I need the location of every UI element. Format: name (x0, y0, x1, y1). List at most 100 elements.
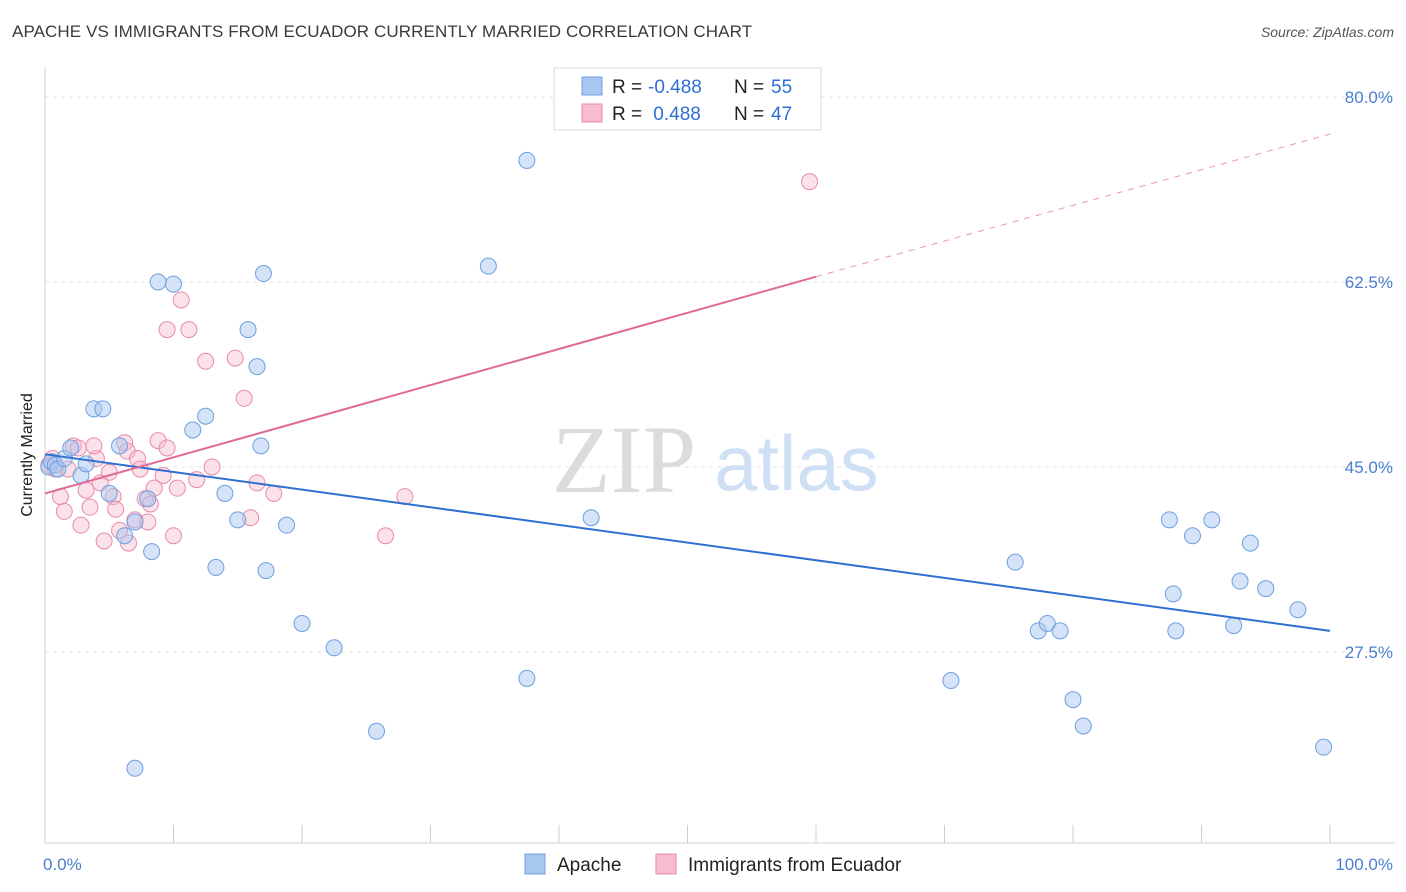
ecuador-point-40 (226, 349, 244, 367)
apache-point-30 (325, 639, 343, 657)
apache-point-13 (126, 513, 144, 531)
apache-point-22 (229, 511, 247, 529)
apache-point-21 (216, 484, 234, 502)
ecuador-point-33 (168, 479, 186, 497)
apache-point-33 (518, 151, 536, 169)
apache-point-31 (368, 722, 386, 740)
legend-n-label-apache: N = (734, 77, 764, 98)
apache-point-49 (1231, 572, 1249, 590)
apache-point-34 (518, 669, 536, 687)
apache-point-20 (207, 558, 225, 576)
apache-point-14 (139, 490, 157, 508)
source-label: Source: ZipAtlas.com (1260, 24, 1394, 40)
legend-r-label-apache: R = (612, 77, 642, 98)
bottom-legend-swatch-ecuador (655, 853, 677, 875)
legend-swatch-apache (581, 76, 603, 96)
apache-point-35 (582, 509, 600, 527)
apache-point-19 (197, 407, 215, 425)
ecuador-point-44 (265, 484, 283, 502)
apache-point-46 (1184, 527, 1202, 545)
chart-title: APACHE VS IMMIGRANTS FROM ECUADOR CURREN… (12, 22, 753, 41)
apache-point-32 (479, 257, 497, 275)
x-tick-label-0: 0.0% (43, 855, 82, 874)
apache-point-9 (94, 400, 112, 418)
apache-point-52 (1289, 601, 1307, 619)
ecuador-point-8 (72, 516, 90, 534)
watermark-atlas: atlas (714, 419, 879, 507)
ecuador-trendline (44, 275, 817, 495)
y-tick-label-0: 27.5% (1345, 643, 1393, 662)
ecuador-point-31 (158, 439, 176, 457)
bottom-legend-ecuador: Immigrants from Ecuador (688, 855, 902, 876)
apache-point-37 (1006, 553, 1024, 571)
legend-r-label-ecuador: R = (612, 104, 642, 125)
legend-n-label-ecuador: N = (734, 104, 764, 125)
ecuador-point-32 (165, 527, 182, 545)
apache-points (40, 151, 1333, 777)
apache-point-42 (1074, 717, 1092, 735)
apache-point-28 (278, 516, 296, 534)
ecuador-point-9 (77, 481, 95, 499)
legend-r-value-apache: -0.488 (648, 77, 702, 98)
apache-point-53 (1315, 738, 1333, 756)
legend-box: R = -0.488 N = 55 R = 0.488 N = 47 (553, 67, 822, 131)
apache-point-18 (184, 421, 202, 439)
apache-point-47 (1203, 511, 1221, 529)
apache-point-43 (1160, 511, 1178, 529)
apache-point-36 (942, 672, 960, 690)
bottom-legend: Apache Immigrants from Ecuador (524, 853, 902, 876)
watermark-zip: ZIP (552, 406, 696, 513)
ecuador-point-12 (85, 437, 103, 455)
ecuador-point-10 (81, 498, 99, 516)
trendlines (44, 133, 1331, 632)
ecuador-point-36 (180, 321, 198, 339)
apache-point-11 (111, 437, 129, 455)
apache-point-45 (1167, 622, 1185, 640)
ecuador-points (40, 173, 819, 552)
apache-point-12 (116, 527, 134, 545)
apache-point-39 (1038, 614, 1056, 632)
y-tick-label-1: 45.0% (1345, 458, 1393, 477)
ecuador-point-29 (149, 432, 167, 450)
apache-trendline (44, 453, 1331, 632)
ecuador-point-14 (95, 532, 113, 550)
apache-point-5 (62, 439, 80, 457)
apache-point-26 (257, 562, 275, 580)
apache-point-17 (165, 275, 182, 293)
apache-point-10 (100, 484, 118, 502)
ecuador-point-39 (203, 458, 221, 476)
ecuador-point-34 (172, 291, 190, 309)
ecuador-point-38 (197, 352, 215, 370)
apache-point-24 (248, 358, 266, 376)
y-tick-label-2: 62.5% (1345, 273, 1393, 292)
y-tick-label-3: 80.0% (1345, 88, 1393, 107)
apache-point-50 (1241, 534, 1259, 552)
apache-point-51 (1257, 580, 1275, 598)
apache-point-48 (1225, 617, 1243, 635)
x-tick-labels: 0.0% 100.0% (43, 855, 1393, 874)
apache-point-44 (1164, 585, 1182, 603)
apache-point-40 (1051, 622, 1069, 640)
ecuador-point-4 (55, 502, 73, 520)
apache-point-54 (126, 759, 144, 777)
watermark: ZIP atlas (552, 406, 879, 513)
apache-point-27 (254, 265, 272, 283)
ecuador-point-45 (377, 527, 395, 545)
legend-n-value-ecuador: 47 (771, 104, 792, 125)
x-tick-label-1: 100.0% (1335, 855, 1393, 874)
apache-point-16 (149, 273, 167, 291)
bottom-legend-swatch-apache (524, 853, 546, 875)
gridlines (45, 96, 1395, 653)
y-tick-labels: 27.5% 45.0% 62.5% 80.0% (1345, 88, 1393, 662)
ecuador-point-47 (801, 173, 819, 191)
ecuador-point-17 (107, 500, 125, 518)
legend-swatch-ecuador (581, 103, 603, 123)
ecuador-trendline-extension (815, 133, 1331, 278)
apache-point-41 (1064, 691, 1082, 709)
apache-point-25 (252, 437, 270, 455)
apache-point-29 (293, 614, 311, 632)
apache-point-15 (143, 543, 161, 561)
ecuador-point-35 (158, 321, 176, 339)
apache-point-23 (239, 321, 257, 339)
